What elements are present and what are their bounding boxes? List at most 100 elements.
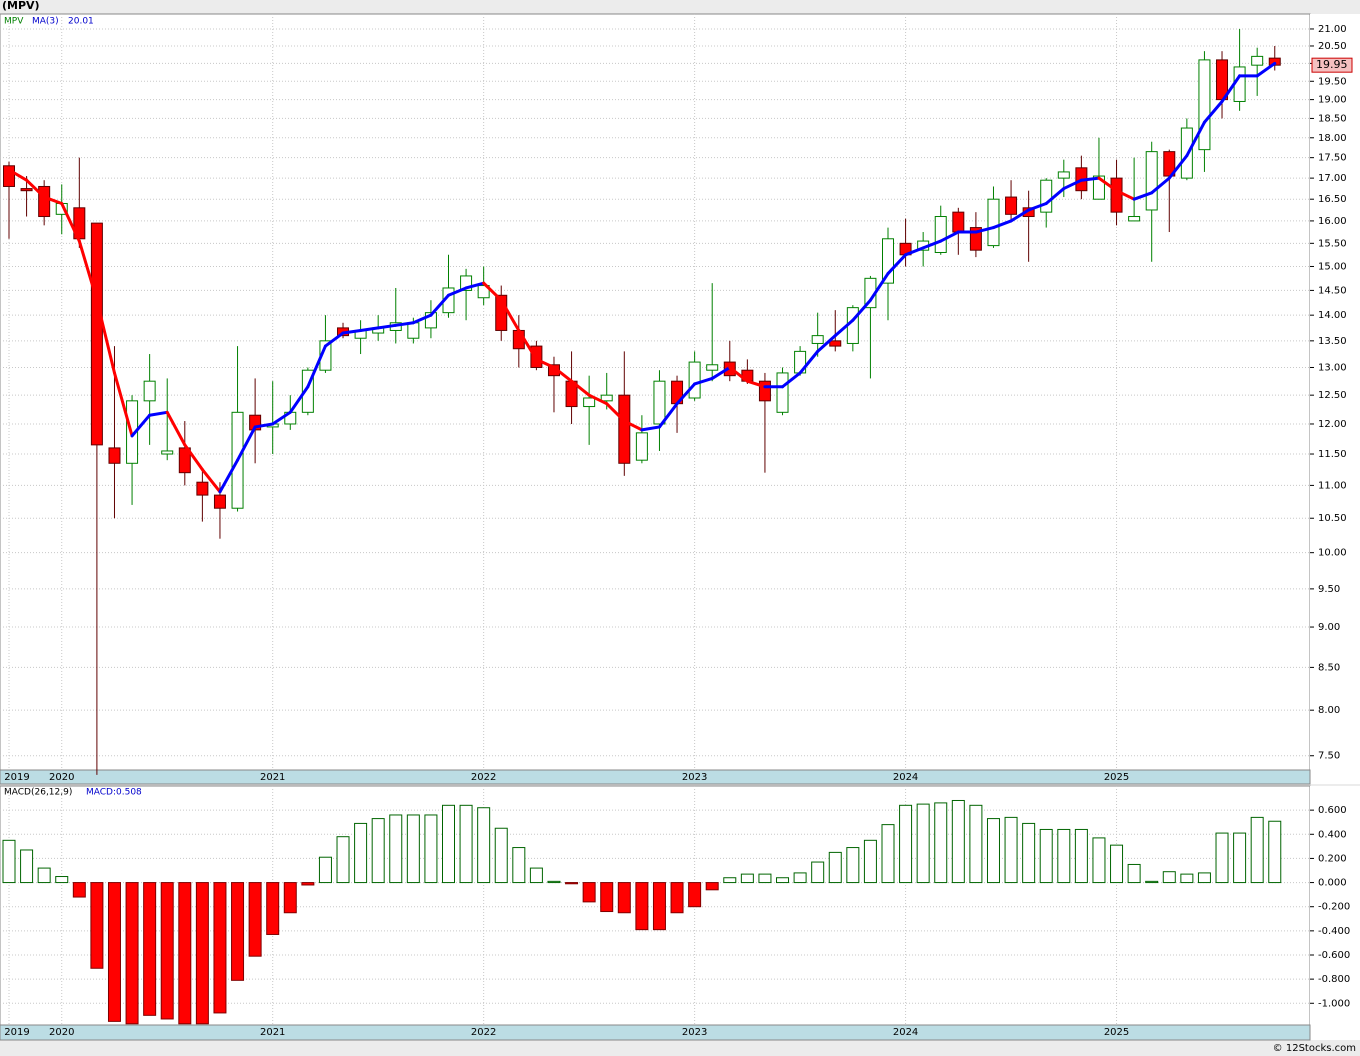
macd-bar [969,804,983,884]
ma-line [1009,208,1031,223]
y-tick-label: -0.400 [1318,926,1350,937]
macd-bar [828,851,842,884]
candle-body [1110,177,1123,213]
x-tick-label: 2020 [49,772,74,783]
macd-bar [354,822,368,884]
y-tick-label: 20.50 [1318,41,1347,52]
macd-bar [389,814,403,884]
candle-body [1145,151,1158,211]
macd-bar [1074,828,1088,884]
ma-line [1044,187,1066,205]
macd-bar [776,877,790,884]
candle-body [811,335,824,344]
candle-body [882,238,894,284]
macd-bar [301,882,315,886]
ma-line [218,458,240,494]
candle-body [143,380,156,402]
x-tick-label: 2019 [4,772,29,783]
y-tick-label: 9.50 [1318,584,1340,595]
candle-body [90,222,103,446]
y-tick-label: 18.00 [1318,133,1347,144]
candle-body [969,227,982,251]
ma-line [552,365,574,383]
candle-body [460,275,473,291]
chart-title: (MPV) [2,0,40,12]
candle-body [600,394,613,402]
ma-line [833,318,855,338]
y-tick-label: 0.400 [1318,829,1347,840]
ma-line [570,379,591,397]
ma-line [534,357,556,369]
macd-bar [1110,844,1124,884]
ma-line [745,379,767,389]
candle-body [776,372,789,413]
macd-bar [477,807,491,884]
macd-bar [688,882,702,908]
macd-bar [125,882,139,1025]
ma-line [42,195,64,205]
ma-line [517,328,538,361]
candle-body [618,394,631,464]
legend-entry: MACD:0.508 [86,788,142,798]
ma-line [376,323,398,330]
y-tick-label: 7.50 [1318,751,1340,762]
candle-body [178,447,191,474]
ma-line [288,385,310,414]
ma-line [1220,74,1242,103]
macd-bar [547,880,561,884]
y-tick-label: 12.50 [1318,390,1347,401]
price-tag [1311,57,1353,73]
x-tick-label: 2024 [893,1027,918,1038]
ma-line [587,393,609,406]
ma-line [657,402,679,429]
y-tick-label: 8.50 [1318,662,1340,673]
macd-bar [371,818,385,884]
macd-bar [705,882,719,891]
ma-line [60,201,81,243]
macd-bar [565,882,579,885]
macd-bar [1145,880,1159,884]
legend-entry: MPV [4,17,24,27]
x-tick-label: 2019 [4,1027,29,1038]
macd-bar [406,814,420,884]
candle-body [987,198,1000,247]
ma-line [816,334,837,353]
ma-line [253,422,275,429]
x-tick-label: 2025 [1104,772,1129,783]
y-tick-label: 21.00 [1318,24,1347,35]
y-tick-label: -0.200 [1318,902,1350,913]
candle-body [477,285,490,299]
candle-body [829,340,842,347]
candle-body [196,481,209,496]
macd-bar [1092,837,1106,884]
candle-body [635,432,648,461]
macd-bar [442,804,455,884]
y-tick-label: 11.50 [1318,449,1347,460]
macd-bar [512,847,526,884]
ma-line [991,219,1013,230]
macd-bar [107,882,121,1022]
y-tick-label: 16.00 [1318,216,1347,227]
ma-line [605,402,626,423]
macd-bar [916,803,930,884]
macd-bar [793,872,807,884]
y-tick-label: 19.50 [1318,76,1347,87]
ma-line [1202,99,1224,124]
y-tick-label: -1.000 [1318,998,1350,1009]
macd-bar [336,836,350,884]
macd-bar [740,873,754,884]
candle-body [1128,216,1141,222]
ma-line [165,410,187,447]
y-tick-label: 10.00 [1318,548,1347,559]
ma-line [112,371,134,438]
macd-bar [318,856,332,884]
macd-bar [55,876,69,884]
candle-body [424,312,437,329]
macd-bar [1057,828,1071,884]
y-tick-label: 18.50 [1318,113,1347,124]
ma-line [1255,61,1277,78]
macd-bar [2,839,16,884]
ma-line [25,178,46,199]
ma-line [411,313,433,325]
candle-body [653,380,666,425]
